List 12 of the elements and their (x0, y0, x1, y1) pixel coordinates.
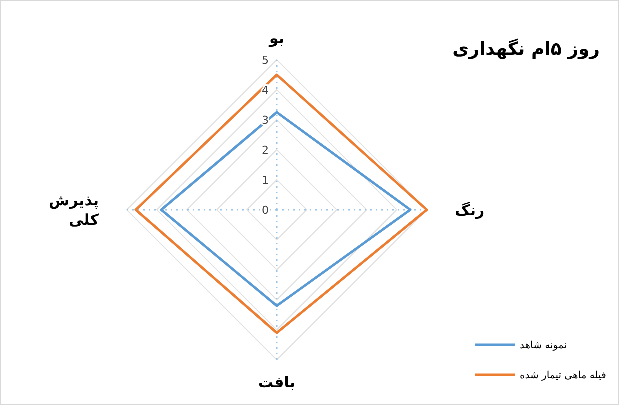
y-tick-label: 4 (262, 84, 269, 97)
legend-label: نمونه شاهد (520, 340, 568, 352)
spoke-label: پذیرش کلی (49, 192, 100, 229)
legend-label: فیله ماهی تیمار شده (520, 370, 607, 382)
chart-title: روز ۵ام نگهداری (452, 38, 600, 60)
y-tick-label: 0 (262, 204, 269, 217)
y-tick-label: 1 (262, 174, 269, 187)
y-tick-label: 5 (262, 54, 269, 67)
spoke-label: بافت (258, 373, 296, 392)
spoke-label: بو (268, 29, 285, 48)
spoke-label: رنگ (455, 201, 485, 220)
y-tick-label: 2 (262, 144, 269, 157)
